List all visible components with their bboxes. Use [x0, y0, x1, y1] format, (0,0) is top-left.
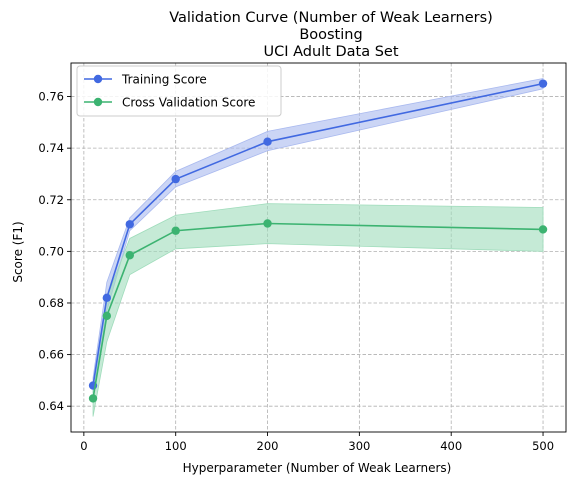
- confidence-band-series-1: [92, 203, 544, 417]
- data-point-series-1: [88, 394, 98, 403]
- x-tick-label: 500: [532, 439, 554, 453]
- data-point-series-1: [538, 225, 548, 234]
- chart-title-line-1: Validation Curve (Number of Weak Learner…: [169, 10, 493, 26]
- legend-label-training: Training Score: [121, 73, 207, 87]
- x-axis-label: Hyperparameter (Number of Weak Learners): [183, 461, 452, 475]
- x-tick-label: 300: [348, 439, 370, 453]
- legend-box: [76, 65, 282, 117]
- series-line-1: [92, 222, 544, 399]
- x-tick-label: 400: [440, 439, 462, 453]
- x-tick-label: 200: [257, 439, 279, 453]
- y-tick-label: 0.76: [38, 90, 64, 104]
- data-point-series-1: [102, 311, 112, 321]
- y-tick-label: 0.72: [38, 193, 64, 207]
- legend-swatch-cv-marker: [93, 97, 103, 107]
- x-tick-label: 100: [165, 439, 187, 453]
- y-tick-label: 0.70: [38, 244, 64, 258]
- data-point-series-1: [171, 226, 180, 235]
- data-point-series-0: [102, 293, 112, 303]
- x-tick-label: 0: [80, 439, 87, 453]
- data-point-series-1: [263, 219, 272, 228]
- y-axis-label: Score (F1): [11, 221, 25, 282]
- y-tick-label: 0.74: [38, 141, 64, 155]
- legend-swatch-training-marker: [93, 74, 103, 84]
- chart-title-line-3: UCI Adult Data Set: [263, 44, 398, 60]
- plot-area: 0 100 200 300 400 500 0.64 0.66 0.68 0.70 0.72 0.74…: [38, 62, 567, 453]
- y-tick-label: 0.64: [38, 399, 64, 413]
- plot-frame: [70, 62, 567, 433]
- y-tick-label: 0.66: [38, 348, 64, 362]
- data-point-series-1: [125, 251, 134, 260]
- chart-title-line-2: Boosting: [299, 27, 362, 43]
- data-point-series-0: [171, 174, 180, 184]
- data-point-series-0: [263, 137, 272, 146]
- chart-title: Validation Curve (Number of Weak Learner…: [169, 10, 493, 60]
- y-tick-label: 0.68: [38, 296, 64, 310]
- legend-label-cv: Cross Validation Score: [122, 96, 255, 110]
- data-point-series-0: [125, 220, 134, 229]
- data-point-series-0: [538, 79, 548, 88]
- legend: Training Score Cross Validation Score: [76, 65, 282, 117]
